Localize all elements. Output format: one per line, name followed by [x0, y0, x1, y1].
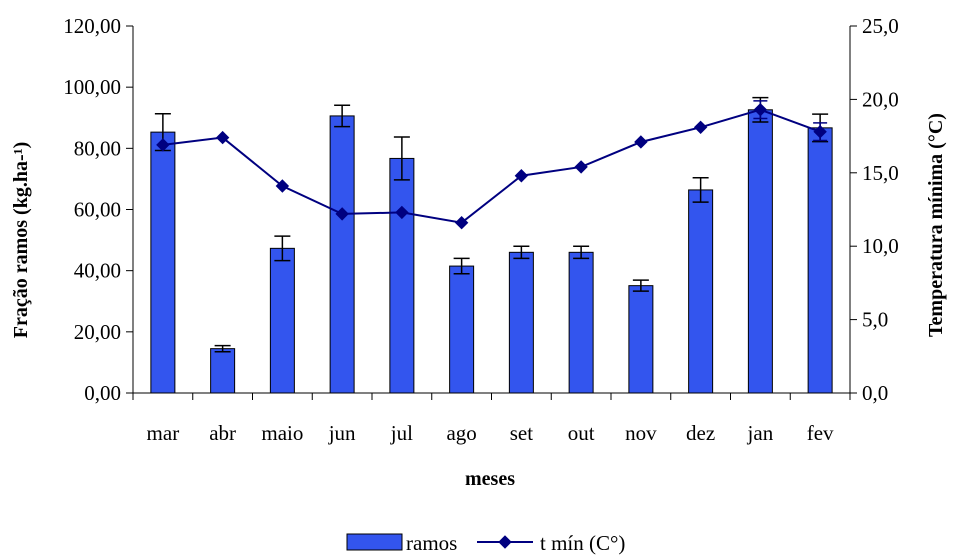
errorbars-layer [154, 96, 829, 353]
y-tick-label: 0,00 [84, 381, 121, 405]
legend: ramos t mín (C°) [346, 531, 625, 555]
bar-set [508, 251, 534, 394]
y2-tick-label: 25,0 [862, 14, 899, 38]
y-tick-label: 80,00 [74, 136, 121, 160]
y2-tick-label: 0,0 [862, 381, 888, 405]
y2-tick-label: 5,0 [862, 308, 888, 332]
y-tick-label: 60,00 [74, 198, 121, 222]
x-tick-label: mar [147, 421, 180, 445]
point-tmin-maio [275, 179, 290, 193]
bar-dez [688, 189, 714, 394]
x-tick-label: set [510, 421, 533, 445]
y-axis-title: Fração ramos (kg.ha-¹) [10, 142, 32, 339]
bar-ago [449, 265, 475, 394]
x-tick-label: maio [261, 421, 303, 445]
point-tmin-abr [215, 130, 230, 145]
y2-tick-label: 15,0 [862, 161, 899, 185]
point-tmin-fev [813, 124, 827, 139]
bar-out [568, 251, 594, 394]
point-tmin-set [514, 169, 529, 183]
bar-nov [628, 285, 654, 394]
legend-marker-tmin [498, 535, 512, 549]
point-tmin-ago [454, 216, 469, 230]
y2-tick-label: 20,0 [862, 87, 899, 111]
bar-maio [269, 247, 295, 394]
bar-jun [329, 115, 355, 394]
x-tick-label: ago [446, 421, 476, 445]
x-axis-title: meses [465, 468, 515, 490]
legend-label-tmin: t mín (C°) [540, 531, 625, 555]
y-tick-label: 20,00 [74, 320, 121, 344]
x-tick-label: abr [209, 421, 236, 445]
x-tick-label: jan [747, 421, 774, 445]
y2-tick-label: 10,0 [862, 234, 899, 258]
x-tick-label: fev [807, 421, 834, 445]
point-tmin-jan [753, 102, 768, 117]
bar-jan [747, 109, 773, 394]
y2-axis-title: Temperatura mínima (°C) [925, 113, 947, 337]
legend-swatch-ramos [346, 533, 403, 551]
x-tick-label: out [568, 421, 595, 445]
x-tick-label: jun [328, 421, 356, 445]
bar-fev [807, 127, 833, 394]
point-tmin-dez [693, 120, 708, 134]
series-line-tmin [162, 108, 821, 224]
axes-layer [132, 26, 851, 394]
y-tick-label: 120,00 [63, 14, 121, 38]
point-tmin-out [574, 160, 588, 174]
bars-layer [150, 109, 833, 394]
bar-jul [389, 157, 415, 394]
point-tmin-jun [335, 207, 349, 221]
legend-label-ramos: ramos [406, 531, 457, 555]
x-tick-label: dez [686, 421, 715, 445]
x-tick-label: jul [390, 421, 413, 445]
ticks-layer: 0,00 20,00 40,00 60,00 80,00 100,00 120,00 0,0 5… [63, 14, 899, 445]
line-layer [156, 100, 828, 230]
point-tmin-mar [156, 138, 170, 152]
bar-abr [210, 348, 236, 394]
point-tmin-nov [634, 135, 648, 149]
bar-mar [150, 131, 176, 394]
y-tick-label: 100,00 [63, 75, 121, 99]
x-tick-label: nov [625, 421, 657, 445]
y-tick-label: 40,00 [74, 259, 121, 283]
point-tmin-jul [395, 205, 409, 220]
